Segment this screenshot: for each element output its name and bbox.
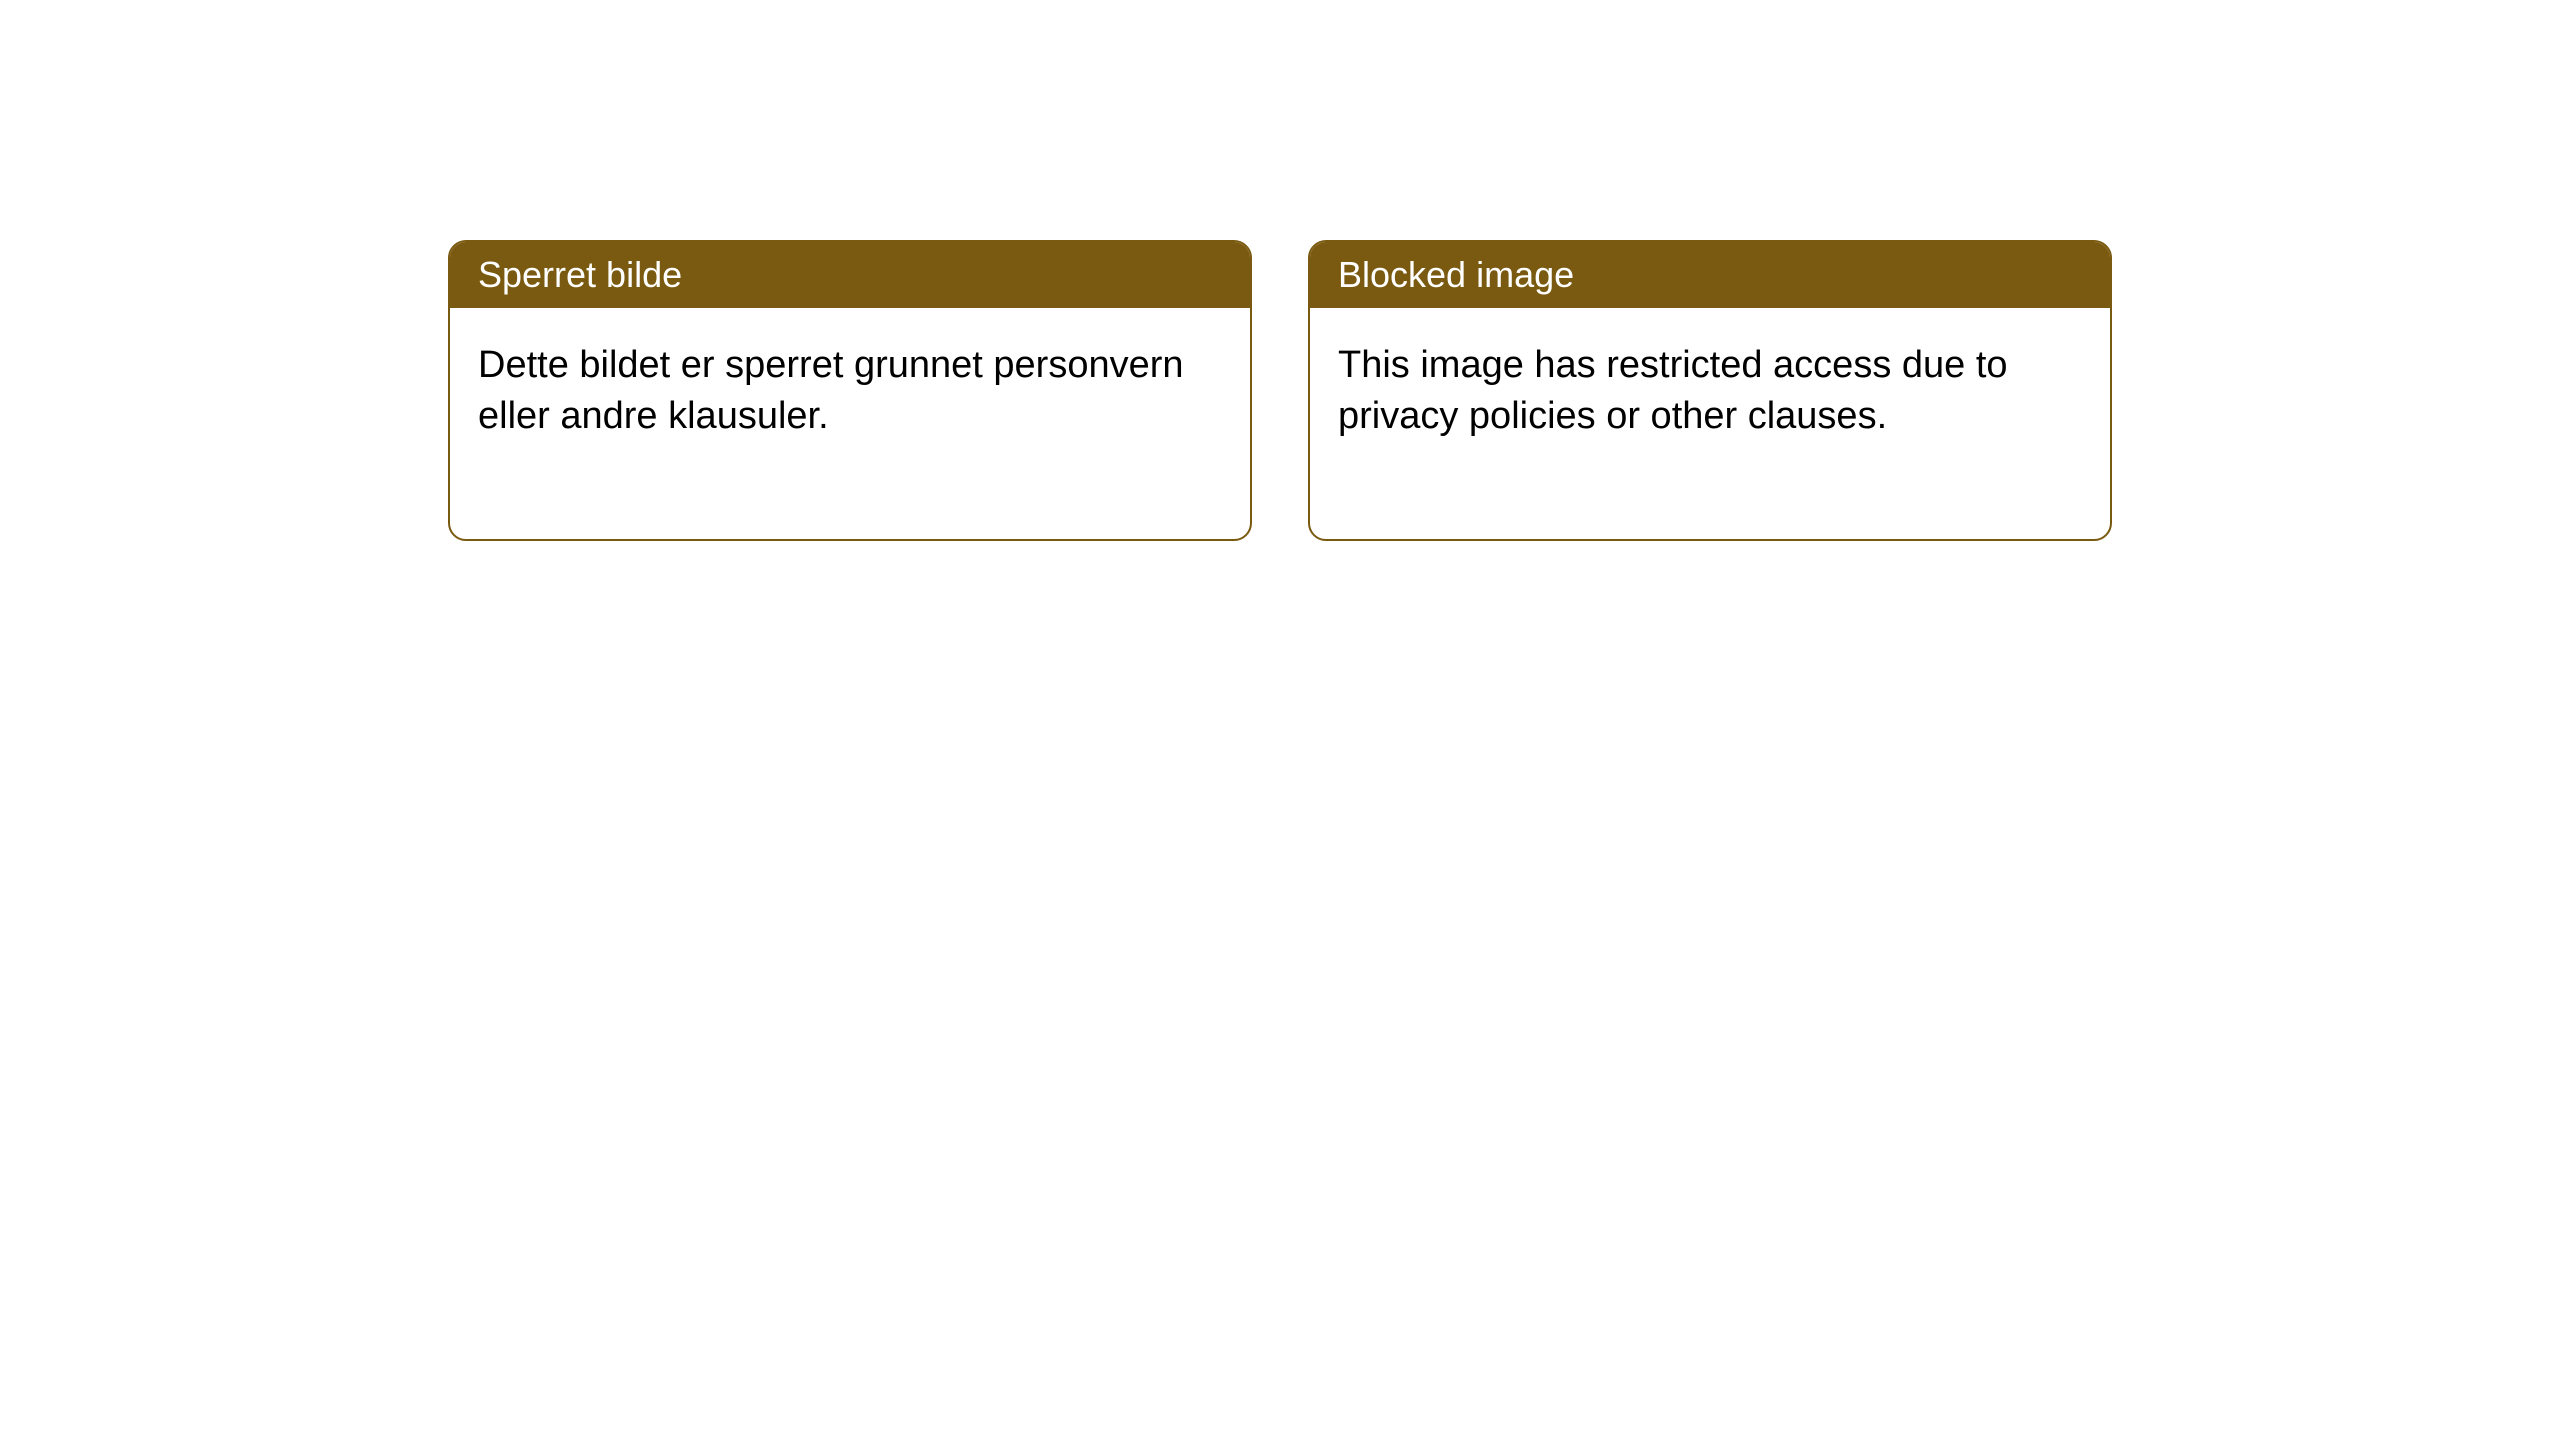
notice-title-en: Blocked image xyxy=(1338,254,1574,295)
notice-text-en: This image has restricted access due to … xyxy=(1338,344,2008,437)
notice-header-en: Blocked image xyxy=(1310,242,2110,308)
notices-container: Sperret bilde Dette bildet er sperret gr… xyxy=(0,0,2560,541)
notice-body-en: This image has restricted access due to … xyxy=(1310,308,2110,539)
notice-card-en: Blocked image This image has restricted … xyxy=(1308,240,2112,541)
notice-card-no: Sperret bilde Dette bildet er sperret gr… xyxy=(448,240,1252,541)
notice-body-no: Dette bildet er sperret grunnet personve… xyxy=(450,308,1250,539)
notice-text-no: Dette bildet er sperret grunnet personve… xyxy=(478,344,1184,437)
notice-header-no: Sperret bilde xyxy=(450,242,1250,308)
notice-title-no: Sperret bilde xyxy=(478,254,682,295)
